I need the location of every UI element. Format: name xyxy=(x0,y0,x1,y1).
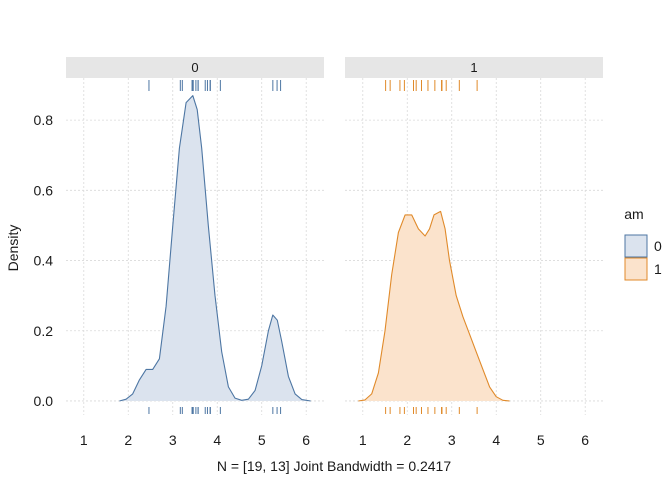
x-tick-label: 1 xyxy=(359,432,367,448)
y-axis: 0.0 0.2 0.4 0.6 0.8 xyxy=(34,112,54,409)
legend-label: 0 xyxy=(654,238,662,254)
legend-label: 1 xyxy=(654,261,662,277)
facet-strip xyxy=(345,57,603,78)
density-line xyxy=(358,210,510,402)
x-tick-label: 4 xyxy=(213,432,221,448)
facet-strip-label: 0 xyxy=(191,60,198,75)
x-tick-label: 4 xyxy=(492,432,500,448)
y-axis-title: Density xyxy=(5,225,21,272)
y-tick-label: 0.0 xyxy=(34,393,54,409)
x-tick-label: 3 xyxy=(448,432,456,448)
x-tick-label: 5 xyxy=(537,432,545,448)
density-area xyxy=(119,95,311,401)
facet-strip xyxy=(66,57,324,78)
x-tick-label: 6 xyxy=(302,432,310,448)
x-tick-label: 2 xyxy=(403,432,411,448)
density-line xyxy=(119,95,311,402)
facet-panel-1: 1 1 2 3 4 5 6 xyxy=(345,57,603,448)
y-tick-label: 0.8 xyxy=(34,112,54,128)
legend-key xyxy=(624,257,648,281)
density-area xyxy=(358,211,510,401)
y-tick-label: 0.6 xyxy=(34,182,54,198)
x-tick-label: 1 xyxy=(80,432,88,448)
facet-strip-label: 1 xyxy=(470,60,477,75)
x-tick-label: 6 xyxy=(581,432,589,448)
x-axis-title: N = [19, 13] Joint Bandwidth = 0.2417 xyxy=(217,458,451,474)
facet-panel-0: 0 1 2 3 4 5 6 xyxy=(66,57,324,448)
legend-key xyxy=(624,234,648,258)
x-tick-label: 3 xyxy=(169,432,177,448)
x-tick-label: 2 xyxy=(124,432,132,448)
y-tick-label: 0.2 xyxy=(34,323,54,339)
legend-title: am xyxy=(624,206,643,222)
legend: am 0 1 xyxy=(624,206,662,281)
y-tick-label: 0.4 xyxy=(34,253,54,269)
x-tick-label: 5 xyxy=(258,432,266,448)
